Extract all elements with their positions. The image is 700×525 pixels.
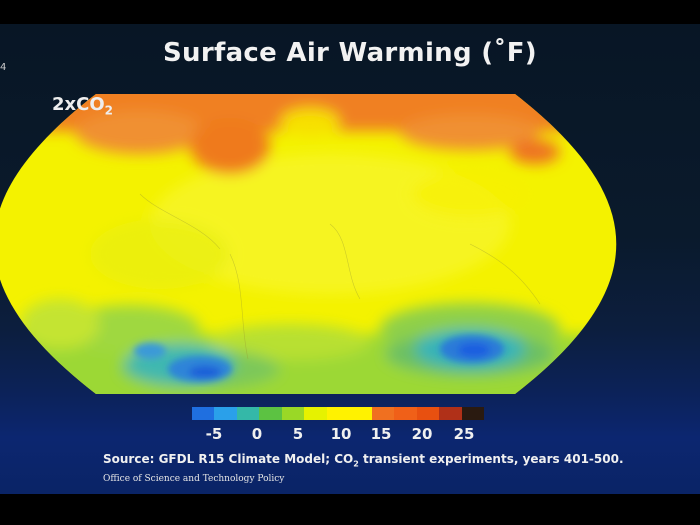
slide: 4 Surface Air Warming (˚F) 2xCO2 -5 0 5 10 1…: [0, 24, 700, 494]
legend-tick-label: 10: [330, 425, 352, 443]
slide-title: Surface Air Warming (˚F): [163, 38, 537, 68]
legend-swatch-1: [214, 407, 237, 420]
scenario-prefix: 2xCO: [52, 94, 105, 115]
legend-swatch-5: [304, 407, 327, 420]
legend-swatch-10: [416, 407, 440, 420]
scenario-subscript: 2: [104, 103, 114, 118]
legend-tick-label: 20: [411, 425, 433, 443]
scenario-label: 2xCO2: [52, 94, 113, 118]
legend-swatch-9: [394, 407, 417, 420]
legend-swatch-12: [461, 407, 485, 420]
legend-tick-label: 0: [251, 425, 263, 443]
legend-swatch-11: [439, 407, 462, 420]
legend-tick-label: -5: [205, 425, 223, 443]
legend-swatch-3: [259, 407, 282, 420]
source-subscript: 2: [353, 459, 359, 469]
legend-swatch-2: [236, 407, 260, 420]
legend-tick-label: 15: [370, 425, 392, 443]
legend-tick-label: 5: [292, 425, 304, 443]
source-prefix: Source: GFDL R15 Climate Model; CO: [103, 452, 354, 466]
legend-swatch-6: [326, 407, 350, 420]
legend-tick-label: 25: [453, 425, 475, 443]
color-legend-bar: [192, 407, 485, 420]
edge-mark: 4: [0, 62, 7, 73]
source-suffix: transient experiments, years 401-500.: [358, 452, 624, 466]
legend-swatch-0: [192, 407, 215, 420]
office-credit: Office of Science and Technology Policy: [103, 474, 285, 484]
warming-map: [0, 94, 617, 394]
source-credit: Source: GFDL R15 Climate Model; CO2 tran…: [103, 452, 624, 468]
legend-swatch-7: [349, 407, 372, 420]
legend-swatch-8: [371, 407, 395, 420]
legend-swatch-4: [281, 407, 305, 420]
